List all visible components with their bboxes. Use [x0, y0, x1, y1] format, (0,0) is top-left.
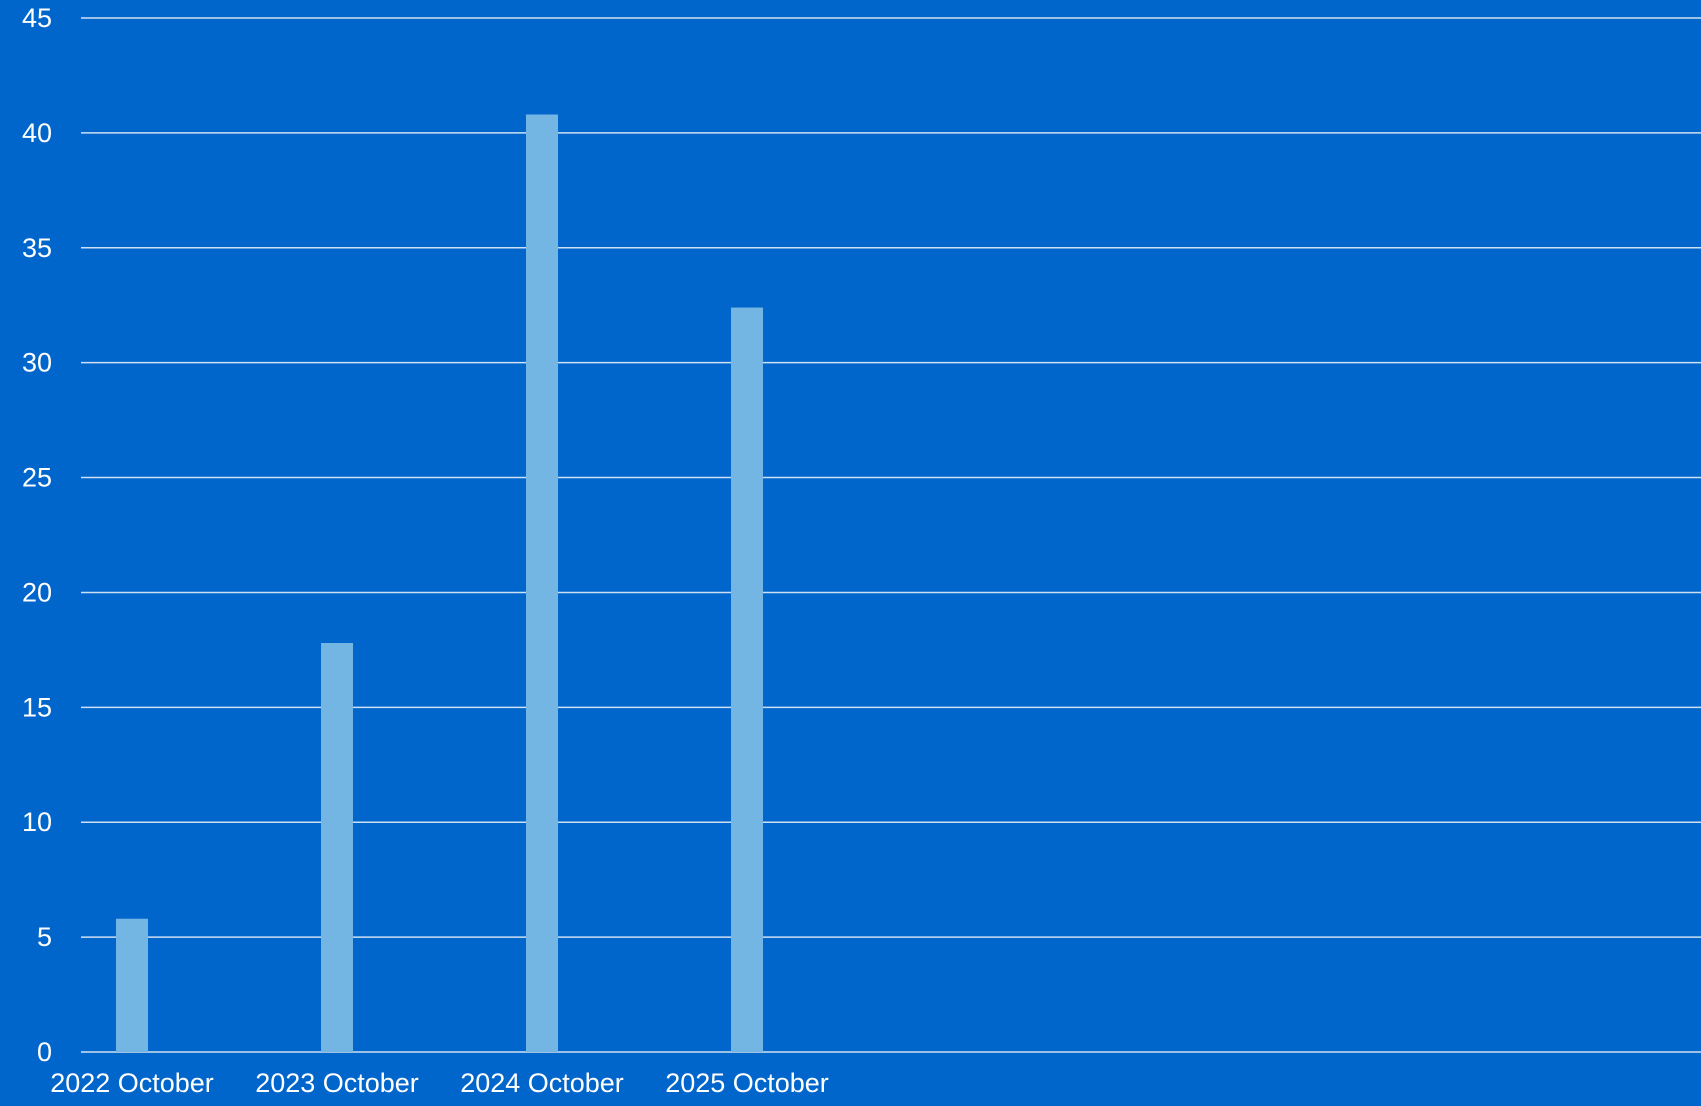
x-tick-label: 2023 October [255, 1068, 419, 1098]
bar-2023-october [321, 642, 353, 1052]
bar-2025-october [731, 307, 763, 1052]
y-tick-label: 5 [37, 922, 52, 952]
bar-2024-october [526, 114, 558, 1053]
y-tick-label: 25 [22, 463, 52, 493]
y-tick-label: 30 [22, 348, 52, 378]
y-tick-label: 20 [22, 577, 52, 607]
y-axis-tick-labels: 0 5 10 15 20 25 30 35 40 45 [22, 3, 52, 1067]
y-tick-label: 35 [22, 233, 52, 263]
y-tick-label: 15 [22, 692, 52, 722]
y-tick-label: 45 [22, 3, 52, 33]
x-tick-label: 2022 October [50, 1068, 214, 1098]
x-tick-label: 2025 October [665, 1068, 829, 1098]
y-tick-label: 0 [37, 1037, 52, 1067]
y-tick-label: 40 [22, 118, 52, 148]
bars [116, 114, 763, 1053]
y-tick-label: 10 [22, 807, 52, 837]
bar-2022-october [116, 918, 148, 1052]
x-axis-tick-labels: 2022 October 2023 October 2024 October 2025… [50, 1068, 829, 1098]
x-tick-label: 2024 October [460, 1068, 624, 1098]
